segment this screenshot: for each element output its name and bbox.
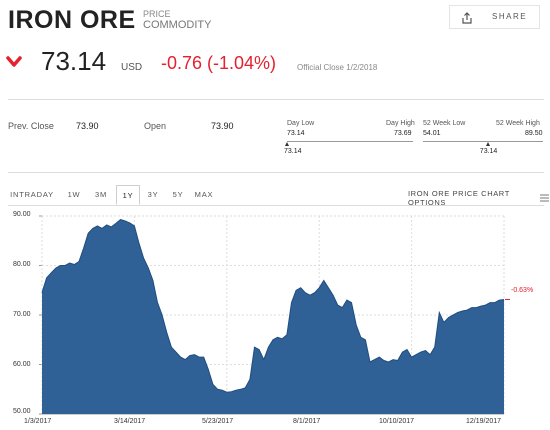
prev-close-label: Prev. Close <box>8 121 54 131</box>
week52-range-track <box>423 141 543 142</box>
x-tick-label: 1/3/2017 <box>24 418 52 425</box>
day-high-label: Day High <box>386 120 415 127</box>
tab-intraday[interactable]: INTRADAY <box>10 190 54 199</box>
week52-range-marker-value: 73.14 <box>479 148 498 155</box>
y-tick-label: 70.00 <box>13 311 31 318</box>
subtitle-commodity: COMMODITY <box>143 19 212 31</box>
tab-max[interactable]: MAX <box>194 190 214 199</box>
week52-low-value: 54.01 <box>423 130 441 137</box>
price-line <box>41 218 505 393</box>
hamburger-menu-icon[interactable] <box>540 189 549 207</box>
open-label: Open <box>144 121 167 131</box>
y-tick-label: 60.00 <box>13 361 31 368</box>
official-close-note: Official Close 1/2/2018 <box>297 63 378 72</box>
price-area <box>42 219 504 414</box>
change-annotation: -0.63% <box>511 287 534 294</box>
y-tick-label: 50.00 <box>13 408 31 415</box>
tab-3m[interactable]: 3M <box>94 190 108 199</box>
tab-1w[interactable]: 1W <box>67 190 81 199</box>
tab-3y[interactable]: 3Y <box>147 190 159 199</box>
chevron-down-icon <box>6 55 22 73</box>
week52-low-label: 52 Week Low <box>423 120 466 127</box>
day-low-label: Day Low <box>287 120 315 127</box>
last-price: 73.14 <box>41 46 107 76</box>
tab-5y[interactable]: 5Y <box>172 190 184 199</box>
share-button[interactable]: SHARE <box>449 5 540 29</box>
open-value: 73.90 <box>211 121 234 131</box>
divider <box>8 172 544 173</box>
x-tick-label: 8/1/2017 <box>293 418 321 425</box>
divider <box>8 99 544 100</box>
day-low-value: 73.14 <box>287 130 305 137</box>
share-icon <box>462 11 472 29</box>
subtitle-price: PRICE <box>143 9 171 19</box>
week52-high-value: 89.50 <box>525 130 543 137</box>
day-range-marker <box>285 142 289 146</box>
tab-1y[interactable]: 1Y <box>116 185 140 205</box>
divider <box>8 205 544 206</box>
x-tick-label: 5/23/2017 <box>202 418 234 425</box>
x-tick-label: 3/14/2017 <box>114 418 146 425</box>
page-title: IRON ORE <box>8 6 136 34</box>
share-label: SHARE <box>492 12 528 21</box>
y-tick-label: 90.00 <box>13 211 31 218</box>
day-range-marker-value: 73.14 <box>284 148 302 155</box>
chart-options-button[interactable]: IRON ORE PRICE CHART OPTIONS <box>408 189 510 207</box>
currency: USD <box>121 62 143 73</box>
day-range-track <box>287 141 413 142</box>
week52-high-label: 52 Week High <box>496 120 540 127</box>
y-tick-label: 80.00 <box>13 261 31 268</box>
x-tick-label: 12/19/2017 <box>466 418 502 425</box>
x-tick-label: 10/10/2017 <box>379 418 415 425</box>
day-high-value: 73.69 <box>394 130 412 137</box>
price-change: -0.76 (-1.04%) <box>161 53 277 73</box>
prev-close-value: 73.90 <box>76 121 99 131</box>
week52-range-marker <box>485 142 490 146</box>
